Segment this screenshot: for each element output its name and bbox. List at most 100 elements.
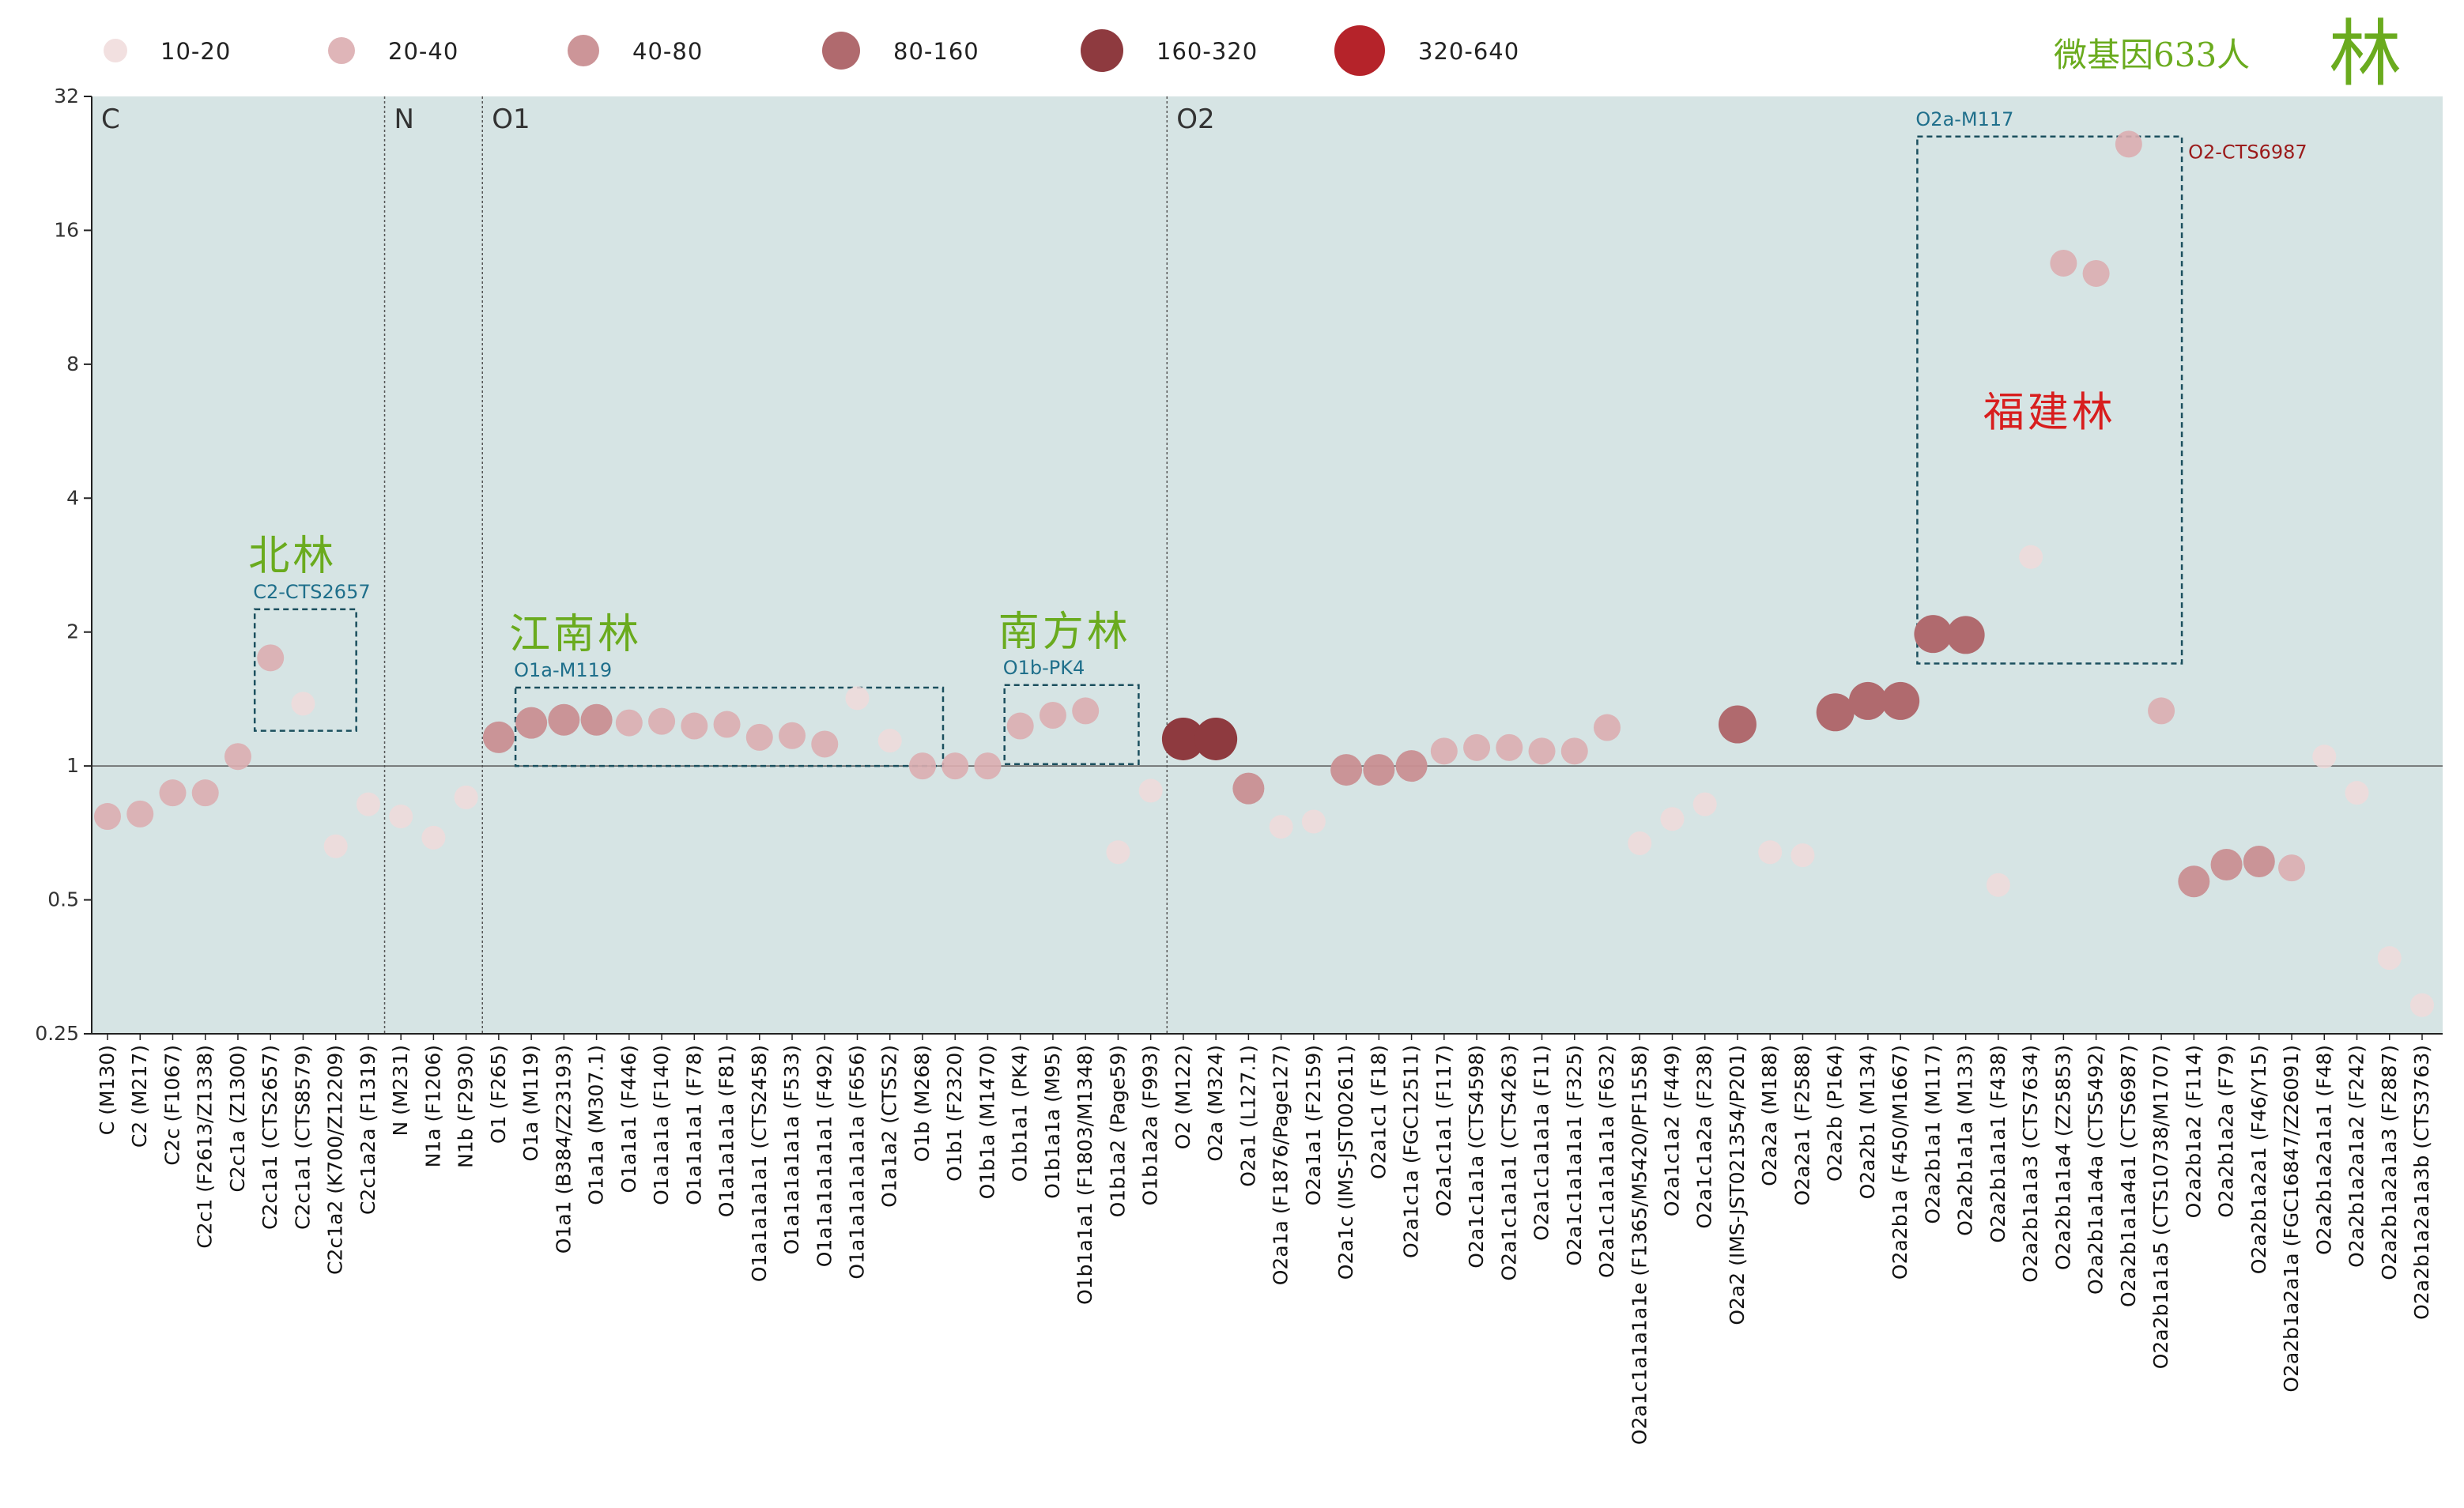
- legend-label: 20-40: [388, 38, 458, 65]
- data-point: [126, 800, 154, 828]
- data-point: [224, 743, 251, 771]
- data-point: [482, 721, 515, 753]
- data-point: [2210, 849, 2243, 881]
- section-dividers: C N O1 O2: [101, 96, 1215, 1034]
- group-box: [514, 686, 945, 767]
- data-point: [974, 752, 1002, 780]
- x-tick-label: O1a1 (B384/Z23193): [552, 1045, 575, 1254]
- data-point: [2082, 259, 2110, 287]
- x-tick-label: O1b1a1a (M95): [1041, 1045, 1064, 1199]
- legend-label: 80-160: [893, 38, 979, 65]
- x-tick-label: O1a1a1a1a1a1 (F492): [813, 1045, 836, 1267]
- data-point: [2410, 993, 2434, 1017]
- group-box: [1003, 684, 1140, 765]
- data-point: [1758, 840, 1783, 865]
- x-tick-label: O2a1c1a1a1 (CTS4263): [1497, 1045, 1520, 1281]
- data-point: [2050, 249, 2077, 277]
- legend-marker: [568, 35, 599, 66]
- x-tick-label: O2a1a1 (F2159): [1302, 1045, 1325, 1206]
- x-tick-label: C2c1 (F2613/Z1338): [194, 1045, 217, 1249]
- x-tick-label: O2a2b1a2a1a3 (F2887): [2378, 1045, 2401, 1280]
- data-point: [2377, 946, 2402, 971]
- group-box: [1916, 135, 2183, 665]
- data-point: [2019, 545, 2043, 569]
- y-tick-label: 2: [66, 620, 79, 643]
- x-tick-label: O2a1 (L127.1): [1236, 1045, 1259, 1187]
- group-haplo-label: C2-CTS2657: [253, 581, 370, 603]
- x-tick-label: O2a2b1a1a4a (CTS5492): [2085, 1045, 2107, 1295]
- x-tick-label: O2a1c1 (F18): [1367, 1045, 1390, 1179]
- data-point: [548, 703, 580, 736]
- x-tick-label: O2a1c1a2a (F238): [1693, 1045, 1716, 1229]
- data-point: [1718, 705, 1756, 744]
- data-point: [1106, 840, 1130, 865]
- data-point: [877, 729, 902, 753]
- data-point: [1914, 615, 1953, 654]
- data-point: [648, 707, 676, 735]
- x-tick-label: O1 (F265): [487, 1045, 510, 1144]
- data-point: [1072, 697, 1100, 725]
- x-tick-label: O2a2b1a1 (M117): [1921, 1045, 1944, 1224]
- data-point: [1232, 772, 1265, 805]
- x-tick-label: O2a2b1a2a (F79): [2215, 1045, 2238, 1218]
- data-point: [1330, 754, 1363, 786]
- x-tick-label: O2a2a (M188): [1758, 1045, 1781, 1186]
- x-tick-label: O2a (M324): [1204, 1045, 1227, 1162]
- data-point: [908, 752, 936, 780]
- y-tick-label: 4: [66, 486, 79, 509]
- group-name: 北林: [248, 533, 337, 580]
- x-tick-label: C (M130): [96, 1045, 119, 1135]
- group-haplo-label: O2a-M117: [1915, 108, 2013, 130]
- y-tick-label: 8: [66, 352, 79, 375]
- x-tick-label: O2a1a (F1876/Page127): [1270, 1045, 1292, 1285]
- legend-marker: [328, 37, 355, 64]
- x-tick-label: O2a1c1a (FGC12511): [1400, 1045, 1423, 1258]
- group-haplo-label: O1b-PK4: [1003, 657, 1085, 679]
- data-point: [941, 752, 969, 780]
- x-tick-label: O2a1c1a2 (F449): [1660, 1045, 1683, 1216]
- data-point: [2312, 745, 2337, 769]
- data-point: [1881, 681, 1920, 720]
- data-point: [745, 723, 773, 751]
- legend-marker: [1334, 25, 1385, 76]
- x-tick-label: O1b1a2a (F993): [1139, 1045, 1162, 1205]
- data-point: [2178, 865, 2210, 898]
- data-point: [2115, 130, 2142, 158]
- x-tick-label: O1a1a1a1 (F78): [682, 1045, 705, 1205]
- x-tick-label: O2a1c1a1a1a1e (F1365/M5420/PF1558): [1628, 1045, 1651, 1445]
- data-point: [1594, 714, 1621, 741]
- x-tick-label: N1a (F1206): [421, 1045, 444, 1167]
- x-tick-label: O2a1c1a1a1a1 (F325): [1563, 1045, 1586, 1266]
- legend-marker: [1081, 29, 1123, 72]
- x-tick-label: O1a1a2 (CTS52): [878, 1045, 901, 1208]
- section-label: N: [394, 104, 414, 135]
- x-tick-label: O1b1a1a1 (F1803/M1348): [1074, 1045, 1096, 1305]
- data-point: [580, 703, 613, 736]
- data-point: [191, 779, 219, 807]
- x-tick-label: O1a (M119): [519, 1045, 542, 1162]
- group-haplo-label: O1a-M119: [514, 659, 612, 681]
- group-box: [253, 608, 357, 732]
- data-point: [1496, 733, 1523, 761]
- x-tick-label: C2c1a1 (CTS8579): [291, 1045, 314, 1230]
- data-point: [421, 825, 446, 850]
- legend-label: 10-20: [160, 38, 231, 65]
- y-tick-label: 0.5: [47, 888, 79, 911]
- x-tick-label: O2 (M122): [1172, 1045, 1194, 1149]
- y-axis: 0.25 0.5 1 2 4 8 16 32: [35, 85, 2443, 1045]
- x-tick-label: O1b1 (F2320): [943, 1045, 966, 1182]
- chart-title: 微基因633人: [2054, 36, 2250, 74]
- y-tick-label: 1: [66, 754, 79, 777]
- data-point: [323, 834, 348, 858]
- data-point: [1006, 712, 1034, 740]
- legend-marker: [104, 39, 127, 62]
- section-label: O1: [492, 104, 530, 135]
- x-tick-label: C2c1a (Z1300): [226, 1045, 249, 1193]
- x-tick-label: O2a2a1 (F2588): [1790, 1045, 1813, 1206]
- group-name: 福建林: [1983, 389, 2116, 436]
- data-point: [2243, 845, 2275, 877]
- x-tick-label: C2c1a1 (CTS2657): [258, 1045, 281, 1230]
- x-tick-label: O1a1a (M307.1): [585, 1045, 608, 1205]
